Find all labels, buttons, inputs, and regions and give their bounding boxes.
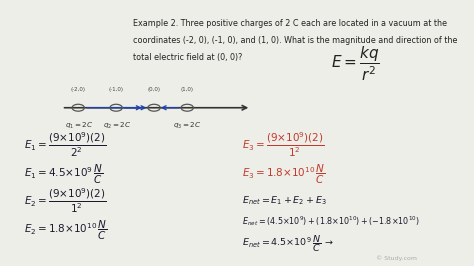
Text: total electric field at (0, 0)?: total electric field at (0, 0)? (133, 53, 242, 62)
Text: $q_2{=}2C$: $q_2{=}2C$ (103, 121, 132, 131)
Text: (1,0): (1,0) (181, 87, 194, 92)
Text: (-2,0): (-2,0) (71, 87, 86, 92)
Text: $E_2 = \dfrac{(9{\times}10^9)(2)}{1^2}$: $E_2 = \dfrac{(9{\times}10^9)(2)}{1^2}$ (24, 186, 106, 215)
Text: (-1,0): (-1,0) (109, 87, 124, 92)
Text: $E_3 = \dfrac{(9{\times}10^9)(2)}{1^2}$: $E_3 = \dfrac{(9{\times}10^9)(2)}{1^2}$ (242, 131, 324, 159)
Text: $E_{net} = E_1 + E_2 + E_3$: $E_{net} = E_1 + E_2 + E_3$ (242, 195, 327, 207)
Text: $E = \dfrac{kq}{r^2}$: $E = \dfrac{kq}{r^2}$ (331, 45, 380, 83)
Text: $q_1{=}2C$: $q_1{=}2C$ (65, 121, 94, 131)
Text: $E_1 = \dfrac{(9{\times}10^9)(2)}{2^2}$: $E_1 = \dfrac{(9{\times}10^9)(2)}{2^2}$ (24, 131, 106, 159)
Text: coordinates (-2, 0), (-1, 0), and (1, 0). What is the magnitude and direction of: coordinates (-2, 0), (-1, 0), and (1, 0)… (133, 36, 457, 45)
Text: $E_3 = 1.8{\times}10^{10}\,\dfrac{N}{C}$: $E_3 = 1.8{\times}10^{10}\,\dfrac{N}{C}$ (242, 163, 325, 186)
Text: $E_1 = 4.5{\times}10^9\,\dfrac{N}{C}$: $E_1 = 4.5{\times}10^9\,\dfrac{N}{C}$ (24, 163, 103, 186)
Text: $E_{net} = 4.5{\times}10^9\,\dfrac{N}{C}\;\rightarrow$: $E_{net} = 4.5{\times}10^9\,\dfrac{N}{C}… (242, 233, 334, 254)
Text: © Study.com: © Study.com (376, 255, 417, 261)
Text: $E_2 = 1.8{\times}10^{10}\,\dfrac{N}{C}$: $E_2 = 1.8{\times}10^{10}\,\dfrac{N}{C}$ (24, 218, 107, 242)
Text: (0,0): (0,0) (147, 87, 161, 92)
Text: Example 2. Three positive charges of 2 C each are located in a vacuum at the: Example 2. Three positive charges of 2 C… (133, 19, 447, 28)
Text: $q_3{=}2C$: $q_3{=}2C$ (173, 121, 201, 131)
Text: $E_{net} = (4.5{\times}10^9)+(1.8{\times}10^{10})+(-1.8{\times}10^{10})$: $E_{net} = (4.5{\times}10^9)+(1.8{\times… (242, 214, 419, 228)
